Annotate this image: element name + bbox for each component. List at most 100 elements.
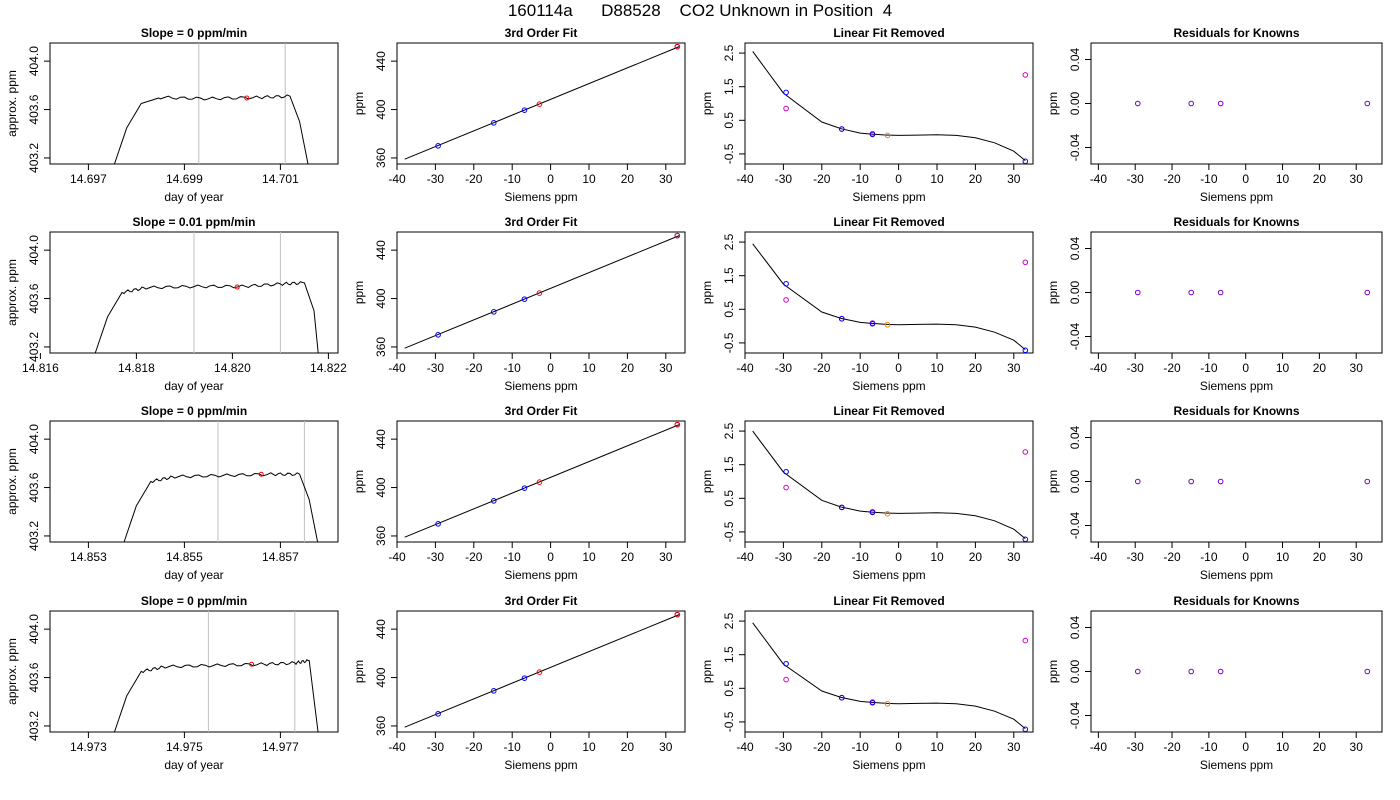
residual-point	[1188, 100, 1194, 107]
residual-point	[1188, 289, 1194, 296]
x-tick-label: 20	[621, 550, 635, 564]
standard-point	[869, 699, 876, 706]
x-tick-label: 0	[547, 361, 554, 375]
panel-title: Slope = 0.01 ppm/min	[132, 215, 255, 229]
mean-point	[234, 284, 240, 290]
x-tick-label: 0	[547, 740, 554, 754]
x-axis-label: day of year	[164, 568, 223, 582]
y-tick-label: 440	[374, 429, 388, 449]
residual-point	[1134, 478, 1141, 485]
x-tick-label: -10	[852, 361, 870, 375]
panel-title: Residuals for Knowns	[1173, 26, 1299, 40]
y-tick-label: 403.2	[27, 332, 41, 362]
y-tick-label: 0.04	[1068, 236, 1082, 260]
y-axis-label: ppm	[352, 281, 366, 304]
linear-residual-point	[783, 676, 789, 683]
standard-point	[521, 296, 528, 302]
y-tick-label: 0.5	[722, 490, 736, 507]
mean-point	[244, 95, 250, 101]
x-axis-label: Siemens ppm	[1200, 568, 1273, 582]
x-tick-label: 30	[1007, 550, 1021, 564]
y-tick-label: 0.00	[1068, 659, 1082, 683]
y-axis-label: ppm	[352, 660, 366, 683]
y-tick-label: 403.6	[27, 662, 41, 692]
panel-2-2: Linear Fit Removed -40 -30 -20 -10 0 10 20 30 -0.…	[700, 404, 1034, 582]
y-tick-label: 1.5	[722, 267, 736, 284]
plot-area	[404, 611, 681, 728]
x-axis-label: Siemens ppm	[852, 568, 925, 582]
y-tick-label: 0.04	[1068, 47, 1082, 71]
x-tick-label: -10	[852, 172, 870, 186]
x-tick-label: -40	[736, 361, 754, 375]
plot-frame	[744, 231, 1034, 354]
linear-residual-point	[783, 484, 789, 491]
panel-title: Linear Fit Removed	[833, 594, 944, 608]
x-axis-label: Siemens ppm	[852, 190, 925, 204]
unknown-point	[674, 421, 681, 428]
standard-point	[838, 126, 845, 132]
standard-point	[783, 280, 789, 287]
x-tick-label: 20	[969, 550, 983, 564]
panel-3-3: Residuals for Knowns -40 -30 -20 -10 0 10 20 30 -…	[1046, 594, 1383, 772]
standard-point	[869, 509, 876, 516]
x-tick-label: -40	[1090, 740, 1108, 754]
x-tick-label: -10	[1200, 361, 1218, 375]
y-tick-label: 0.5	[722, 301, 736, 318]
y-axis-label: ppm	[352, 470, 366, 493]
x-tick-label: -30	[427, 172, 445, 186]
x-tick-label: -40	[388, 550, 406, 564]
linear-residual-point	[783, 297, 789, 303]
plot-frame	[396, 231, 686, 354]
y-tick-label: 1.5	[722, 456, 736, 473]
x-tick-label: 20	[621, 740, 635, 754]
y-axis-label: ppm	[700, 281, 714, 304]
y-tick-label: 360	[374, 148, 388, 168]
y-tick-label: -0.04	[1068, 702, 1082, 730]
x-tick-label: 14.857	[262, 550, 299, 564]
linear-residual-point	[1022, 72, 1029, 78]
plot-area	[752, 622, 1029, 732]
unknown-point	[536, 479, 543, 485]
panel-title: Slope = 0 ppm/min	[141, 404, 247, 418]
x-axis-label: Siemens ppm	[504, 190, 577, 204]
x-tick-label: -10	[852, 550, 870, 564]
linear-residual-point	[1022, 259, 1029, 266]
plot-frame	[744, 420, 1034, 543]
x-tick-label: -10	[504, 361, 522, 375]
unknown-point	[884, 510, 891, 517]
residual-point	[1217, 478, 1224, 485]
x-tick-label: -30	[1127, 550, 1145, 564]
plot-area	[94, 232, 319, 353]
x-tick-label: 0	[1242, 361, 1249, 375]
x-tick-label: 30	[1007, 740, 1021, 754]
x-tick-label: 14.822	[310, 361, 347, 375]
panel-3-0: Slope = 0 ppm/min 14.973 14.975 14.977 403.2…	[5, 594, 339, 772]
x-tick-label: 10	[582, 361, 596, 375]
standard-point	[490, 688, 497, 694]
panel-1-3: Residuals for Knowns -40 -30 -20 -10 0 10 20 30 -…	[1046, 215, 1383, 393]
x-tick-label: -20	[1163, 550, 1181, 564]
y-tick-label: -0.04	[1068, 323, 1082, 351]
x-tick-label: 14.697	[70, 172, 107, 186]
trace-line	[123, 472, 319, 542]
x-tick-label: 20	[969, 361, 983, 375]
x-tick-label: -10	[504, 740, 522, 754]
x-tick-label: 14.977	[262, 740, 299, 754]
x-tick-label: 10	[1276, 740, 1290, 754]
x-tick-label: 14.820	[214, 361, 251, 375]
panel-1-0: Slope = 0.01 ppm/min 14.816 14.818 14.820 14…	[5, 215, 347, 393]
panel-2-0: Slope = 0 ppm/min 14.853 14.855 14.857 403.2…	[5, 404, 339, 582]
panel-title: 3rd Order Fit	[505, 26, 578, 40]
x-tick-label: -30	[427, 550, 445, 564]
trace-line	[113, 659, 319, 732]
x-tick-label: -10	[504, 172, 522, 186]
standard-point	[490, 498, 497, 504]
standard-point	[1022, 158, 1029, 164]
x-tick-label: -10	[504, 550, 522, 564]
x-axis-label: Siemens ppm	[504, 758, 577, 772]
standard-point	[435, 521, 441, 527]
x-tick-label: -30	[1127, 172, 1145, 186]
standard-point	[838, 504, 845, 511]
residual-point	[1217, 289, 1224, 296]
x-tick-label: 10	[930, 550, 944, 564]
